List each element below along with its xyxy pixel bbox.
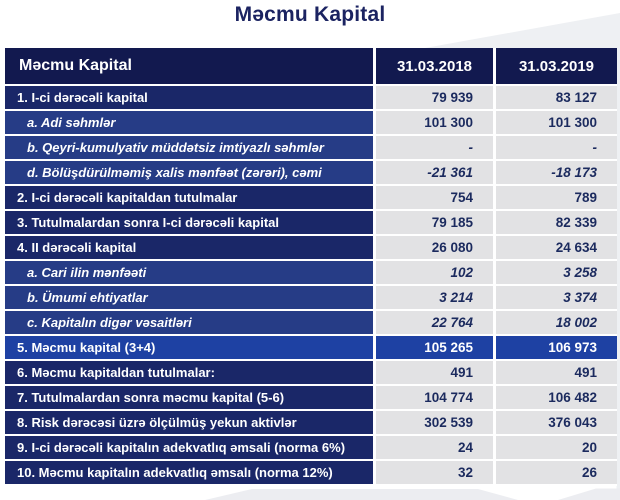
table-body: 1. I-ci dərəcəli kapital 79 939 83 127 a. A… [5, 86, 617, 486]
row-label: 4. II dərəcəli kapital [5, 236, 373, 261]
value-2018: 105 265 [373, 336, 493, 361]
row-label: 7. Tutulmalardan sonra məcmu kapital (5-… [5, 386, 373, 411]
table-row: 8. Risk dərəcəsi üzrə ölçülmüş yekun akt… [5, 411, 617, 436]
decor-swoosh-bottom-left [205, 489, 518, 500]
table-row: 4. II dərəcəli kapital 26 080 24 634 [5, 236, 617, 261]
table-header-row: Məcmu Kapital 31.03.2018 31.03.2019 [5, 48, 617, 86]
row-label: 1. I-ci dərəcəli kapital [5, 86, 373, 111]
row-label: 2. I-ci dərəcəli kapitaldan tutulmalar [5, 186, 373, 211]
column-header-2018: 31.03.2018 [373, 48, 493, 86]
table-row: 6. Məcmu kapitaldan tutulmalar: 491 491 [5, 361, 617, 386]
value-2019: 24 634 [493, 236, 617, 261]
row-label: b. Qeyri-kumulyativ müddətsiz imtiyazlı … [5, 136, 373, 161]
value-2018: 302 539 [373, 411, 493, 436]
value-2019: 20 [493, 436, 617, 461]
value-2018: 22 764 [373, 311, 493, 336]
value-2018: 101 300 [373, 111, 493, 136]
value-2018: 491 [373, 361, 493, 386]
value-2019: 106 973 [493, 336, 617, 361]
row-label: a. Cari ilin mənfəəti [5, 261, 373, 286]
value-2018: 79 185 [373, 211, 493, 236]
value-2018: 32 [373, 461, 493, 486]
value-2019: -18 173 [493, 161, 617, 186]
row-label: 10. Məcmu kapitalın adekvatlıq əmsalı (n… [5, 461, 373, 486]
table-row: c. Kapitalın digər vəsaitləri 22 764 18 00… [5, 311, 617, 336]
decor-swoosh-bottom-right [558, 488, 620, 500]
value-2018: -21 361 [373, 161, 493, 186]
value-2019: 83 127 [493, 86, 617, 111]
table-row: d. Bölüşdürülməmiş xalis mənfəət (zərəri… [5, 161, 617, 186]
value-2018: 102 [373, 261, 493, 286]
table-row: 9. I-ci dərəcəli kapitalın adekvatlıq əm… [5, 436, 617, 461]
table-row: 3. Tutulmalardan sonra I-ci dərəcəli kap… [5, 211, 617, 236]
row-label: 9. I-ci dərəcəli kapitalın adekvatlıq əm… [5, 436, 373, 461]
row-label: 5. Məcmu kapital (3+4) [5, 336, 373, 361]
row-label: c. Kapitalın digər vəsaitləri [5, 311, 373, 336]
value-2019: 376 043 [493, 411, 617, 436]
value-2019: 26 [493, 461, 617, 486]
value-2019: 3 374 [493, 286, 617, 311]
value-2019: 789 [493, 186, 617, 211]
value-2019: 106 482 [493, 386, 617, 411]
value-2018: 3 214 [373, 286, 493, 311]
row-label: 3. Tutulmalardan sonra I-ci dərəcəli kap… [5, 211, 373, 236]
table-row: 7. Tutulmalardan sonra məcmu kapital (5-… [5, 386, 617, 411]
table-row: 10. Məcmu kapitalın adekvatlıq əmsalı (n… [5, 461, 617, 486]
page-title: Məcmu Kapital [234, 3, 386, 26]
table-row: b. Ümumi ehtiyatlar 3 214 3 374 [5, 286, 617, 311]
value-2018: 104 774 [373, 386, 493, 411]
value-2018: - [373, 136, 493, 161]
capital-table: Məcmu Kapital 31.03.2018 31.03.2019 1. I… [5, 48, 617, 486]
row-label: d. Bölüşdürülməmiş xalis mənfəət (zərəri… [5, 161, 373, 186]
value-2019: 3 258 [493, 261, 617, 286]
table-row: a. Cari ilin mənfəəti 102 3 258 [5, 261, 617, 286]
value-2018: 24 [373, 436, 493, 461]
row-label: 8. Risk dərəcəsi üzrə ölçülmüş yekun akt… [5, 411, 373, 436]
table-row: b. Qeyri-kumulyativ müddətsiz imtiyazlı … [5, 136, 617, 161]
row-label: a. Adi səhmlər [5, 111, 373, 136]
row-label: b. Ümumi ehtiyatlar [5, 286, 373, 311]
value-2018: 26 080 [373, 236, 493, 261]
table-header-label: Məcmu Kapital [5, 48, 373, 86]
value-2019: 18 002 [493, 311, 617, 336]
table-row: a. Adi səhmlər 101 300 101 300 [5, 111, 617, 136]
value-2019: 491 [493, 361, 617, 386]
column-header-2019: 31.03.2019 [493, 48, 617, 86]
value-2019: - [493, 136, 617, 161]
table-row: 2. I-ci dərəcəli kapitaldan tutulmalar 75… [5, 186, 617, 211]
table-row: 1. I-ci dərəcəli kapital 79 939 83 127 [5, 86, 617, 111]
value-2019: 101 300 [493, 111, 617, 136]
table-row: 5. Məcmu kapital (3+4) 105 265 106 973 [5, 336, 617, 361]
row-label: 6. Məcmu kapitaldan tutulmalar: [5, 361, 373, 386]
decor-right-edge [616, 48, 620, 500]
value-2019: 82 339 [493, 211, 617, 236]
value-2018: 754 [373, 186, 493, 211]
value-2018: 79 939 [373, 86, 493, 111]
